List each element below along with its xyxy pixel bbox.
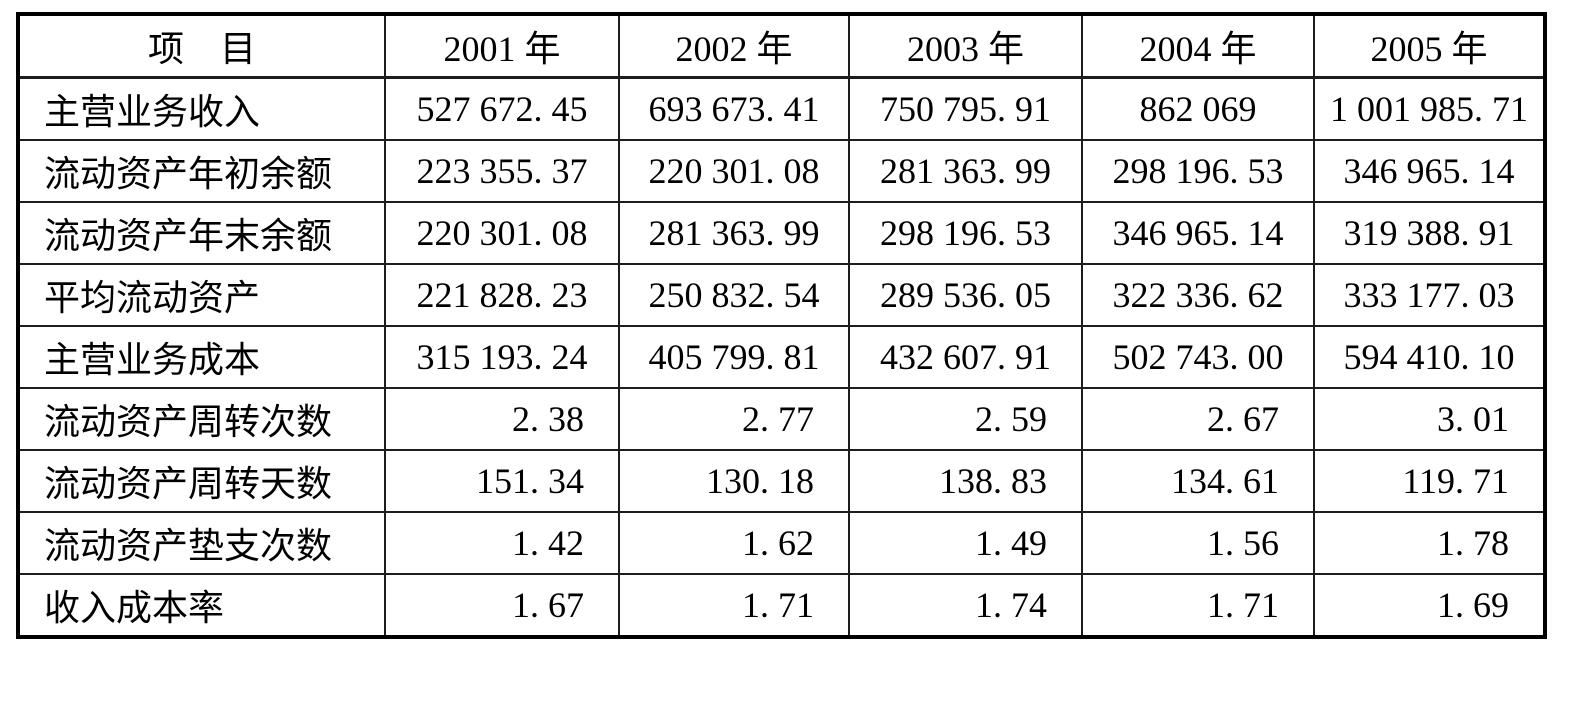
financial-table: 项 目 2001 年 2002 年 2003 年 2004 年 2005 年 主营业务收入…	[16, 12, 1547, 639]
table-row: 主营业务收入 527 672. 45 693 673. 41 750 795. 91 8…	[17, 76, 1546, 141]
table-row: 流动资产年初余额 223 355. 37 220 301. 08 281 363. 9…	[17, 139, 1546, 203]
cell-value: 1. 71	[1081, 573, 1315, 638]
cell-value: 346 965. 14	[1081, 201, 1315, 265]
cell-value: 750 795. 91	[848, 76, 1083, 141]
cell-value: 2. 59	[848, 387, 1083, 451]
row-label: 收入成本率	[17, 573, 386, 638]
table-row: 流动资产年末余额 220 301. 08 281 363. 99 298 196. 5…	[17, 201, 1546, 265]
cell-value: 319 388. 91	[1313, 201, 1546, 265]
column-header-year: 2002 年	[618, 13, 850, 79]
cell-value: 527 672. 45	[384, 76, 620, 141]
cell-value: 221 828. 23	[384, 263, 620, 327]
table-row: 平均流动资产 221 828. 23 250 832. 54 289 536. 05 3…	[17, 263, 1546, 327]
cell-value: 119. 71	[1313, 449, 1546, 513]
row-label: 流动资产垫支次数	[17, 511, 386, 575]
cell-value: 432 607. 91	[848, 325, 1083, 389]
row-label: 主营业务成本	[17, 325, 386, 389]
column-header-year: 2005 年	[1313, 13, 1546, 79]
cell-value: 1. 78	[1313, 511, 1546, 575]
cell-value: 3. 01	[1313, 387, 1546, 451]
table-row: 流动资产垫支次数 1. 42 1. 62 1. 49 1. 56 1. 78	[17, 511, 1546, 575]
cell-value: 346 965. 14	[1313, 139, 1546, 203]
cell-value: 1. 69	[1313, 573, 1546, 638]
cell-value: 405 799. 81	[618, 325, 850, 389]
cell-value: 502 743. 00	[1081, 325, 1315, 389]
column-header-item: 项 目	[17, 13, 386, 79]
column-header-year: 2003 年	[848, 13, 1083, 79]
row-label: 流动资产周转次数	[17, 387, 386, 451]
cell-value: 2. 67	[1081, 387, 1315, 451]
cell-value: 1 001 985. 71	[1313, 76, 1546, 141]
cell-value: 220 301. 08	[384, 201, 620, 265]
cell-value: 250 832. 54	[618, 263, 850, 327]
cell-value: 151. 34	[384, 449, 620, 513]
cell-value: 134. 61	[1081, 449, 1315, 513]
cell-value: 2. 77	[618, 387, 850, 451]
table-header: 项 目 2001 年 2002 年 2003 年 2004 年 2005 年	[17, 13, 1546, 79]
cell-value: 1. 42	[384, 511, 620, 575]
cell-value: 1. 56	[1081, 511, 1315, 575]
cell-value: 220 301. 08	[618, 139, 850, 203]
cell-value: 1. 67	[384, 573, 620, 638]
cell-value: 281 363. 99	[618, 201, 850, 265]
row-label: 流动资产年初余额	[17, 139, 386, 203]
cell-value: 298 196. 53	[1081, 139, 1315, 203]
header-row: 项 目 2001 年 2002 年 2003 年 2004 年 2005 年	[17, 13, 1546, 79]
table-row: 流动资产周转天数 151. 34 130. 18 138. 83 134. 61 119.…	[17, 449, 1546, 513]
cell-value: 2. 38	[384, 387, 620, 451]
cell-value: 333 177. 03	[1313, 263, 1546, 327]
cell-value: 594 410. 10	[1313, 325, 1546, 389]
cell-value: 281 363. 99	[848, 139, 1083, 203]
row-label: 主营业务收入	[17, 76, 386, 141]
row-label: 流动资产年末余额	[17, 201, 386, 265]
column-header-year: 2001 年	[384, 13, 620, 79]
column-header-year: 2004 年	[1081, 13, 1315, 79]
table-row: 流动资产周转次数 2. 38 2. 77 2. 59 2. 67 3. 01	[17, 387, 1546, 451]
cell-value: 322 336. 62	[1081, 263, 1315, 327]
cell-value: 1. 62	[618, 511, 850, 575]
cell-value: 1. 71	[618, 573, 850, 638]
cell-value: 138. 83	[848, 449, 1083, 513]
cell-value: 862 069	[1081, 76, 1315, 141]
table-row: 主营业务成本 315 193. 24 405 799. 81 432 607. 91 5…	[17, 325, 1546, 389]
cell-value: 693 673. 41	[618, 76, 850, 141]
cell-value: 315 193. 24	[384, 325, 620, 389]
cell-value: 298 196. 53	[848, 201, 1083, 265]
cell-value: 289 536. 05	[848, 263, 1083, 327]
row-label: 平均流动资产	[17, 263, 386, 327]
cell-value: 130. 18	[618, 449, 850, 513]
row-label: 流动资产周转天数	[17, 449, 386, 513]
cell-value: 1. 49	[848, 511, 1083, 575]
table-body: 主营业务收入 527 672. 45 693 673. 41 750 795. 91 8…	[17, 76, 1546, 638]
cell-value: 1. 74	[848, 573, 1083, 638]
table-row: 收入成本率 1. 67 1. 71 1. 74 1. 71 1. 69	[17, 573, 1546, 638]
cell-value: 223 355. 37	[384, 139, 620, 203]
